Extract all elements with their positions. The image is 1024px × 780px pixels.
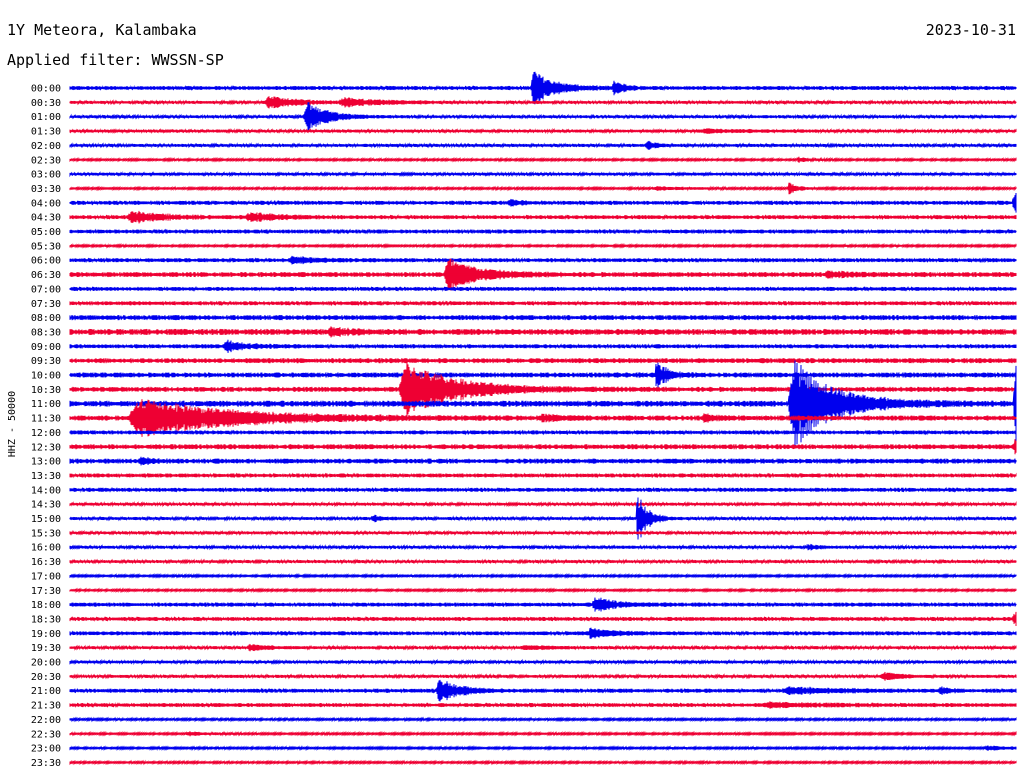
time-tick-label: 07:30	[31, 299, 61, 310]
time-tick-label: 13:00	[31, 457, 61, 468]
time-tick-label: 06:30	[31, 270, 61, 281]
time-tick-label: 23:00	[31, 744, 61, 755]
time-tick-label: 15:30	[31, 528, 61, 539]
time-tick-label: 08:00	[31, 313, 61, 324]
time-tick-label: 10:30	[31, 385, 61, 396]
time-tick-label: 08:30	[31, 327, 61, 338]
date-label: 2023-10-31	[925, 21, 1016, 39]
trace-group	[69, 71, 1017, 766]
time-tick-label: 07:00	[31, 284, 61, 295]
time-tick-group: 00:00 00:30 01:00 01:30 02:00 02:30 03:00 03:30…	[31, 84, 61, 769]
time-tick-label: 05:30	[31, 241, 61, 252]
time-tick-label: 12:30	[31, 442, 61, 453]
y-axis-label: HHZ - 50000	[7, 391, 18, 457]
time-tick-label: 16:30	[31, 557, 61, 568]
time-tick-label: 20:30	[31, 672, 61, 683]
time-tick-label: 05:00	[31, 227, 61, 238]
time-tick-label: 12:00	[31, 428, 61, 439]
time-tick-label: 01:30	[31, 127, 61, 138]
time-tick-label: 21:00	[31, 686, 61, 697]
time-tick-label: 03:30	[31, 184, 61, 195]
time-tick-label: 18:30	[31, 614, 61, 625]
time-tick-label: 03:00	[31, 170, 61, 181]
time-tick-label: 23:30	[31, 758, 61, 769]
time-tick-label: 15:00	[31, 514, 61, 525]
station-title: 1Y Meteora, Kalambaka	[7, 21, 197, 39]
time-tick-label: 22:30	[31, 729, 61, 740]
time-tick-label: 20:00	[31, 658, 61, 669]
time-tick-label: 06:00	[31, 256, 61, 267]
time-tick-label: 14:00	[31, 485, 61, 496]
time-tick-label: 17:00	[31, 571, 61, 582]
filter-label: Applied filter: WWSSN-SP	[7, 51, 224, 69]
time-tick-label: 02:00	[31, 141, 61, 152]
time-tick-label: 21:30	[31, 701, 61, 712]
time-tick-label: 17:30	[31, 586, 61, 597]
time-tick-label: 01:00	[31, 112, 61, 123]
time-tick-label: 10:00	[31, 371, 61, 382]
time-tick-label: 22:00	[31, 715, 61, 726]
time-tick-label: 18:00	[31, 600, 61, 611]
time-tick-label: 19:30	[31, 643, 61, 654]
time-tick-label: 11:30	[31, 414, 61, 425]
time-tick-label: 02:30	[31, 155, 61, 166]
time-tick-label: 04:00	[31, 198, 61, 209]
time-tick-label: 00:00	[31, 84, 61, 95]
time-tick-label: 11:00	[31, 399, 61, 410]
time-tick-label: 04:30	[31, 213, 61, 224]
time-tick-label: 19:00	[31, 629, 61, 640]
time-tick-label: 14:30	[31, 500, 61, 511]
time-tick-label: 09:00	[31, 342, 61, 353]
time-tick-label: 16:00	[31, 543, 61, 554]
time-tick-label: 13:30	[31, 471, 61, 482]
time-tick-label: 00:30	[31, 98, 61, 109]
time-tick-label: 09:30	[31, 356, 61, 367]
